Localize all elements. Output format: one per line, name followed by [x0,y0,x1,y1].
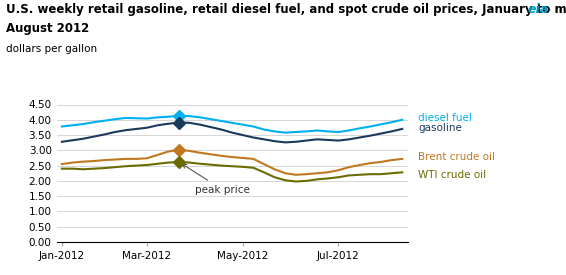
Text: WTI crude oil: WTI crude oil [418,170,486,180]
Text: dollars per gallon: dollars per gallon [6,44,97,54]
Text: eia: eia [528,3,549,16]
Text: August 2012: August 2012 [6,22,89,35]
Text: gasoline: gasoline [418,123,462,133]
Text: U.S. weekly retail gasoline, retail diesel fuel, and spot crude oil prices, Janu: U.S. weekly retail gasoline, retail dies… [6,3,566,16]
Text: peak price: peak price [182,164,250,194]
Text: Brent crude oil: Brent crude oil [418,152,495,162]
Text: diesel fuel: diesel fuel [418,113,472,123]
